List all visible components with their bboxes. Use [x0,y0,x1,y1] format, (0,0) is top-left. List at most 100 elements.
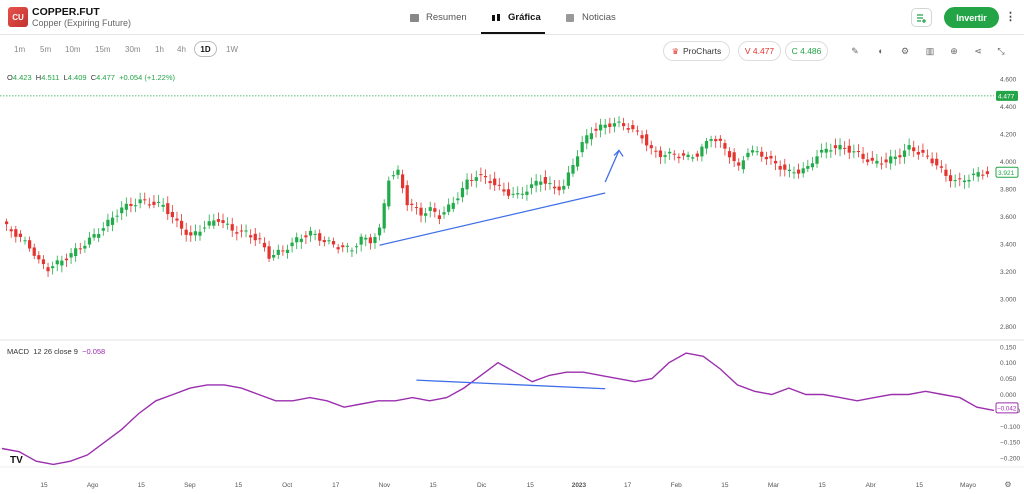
timeframe-15m[interactable]: 15m [95,45,111,54]
candle-up [74,248,78,257]
candle-down [497,184,501,186]
settings-icon[interactable]: ⚙ [900,46,910,56]
timeframe-10m[interactable]: 10m [65,45,81,54]
candle-up [562,185,566,190]
candle-up [124,203,128,210]
macd-last-badge [995,402,1019,414]
candle-down [216,219,221,222]
candle-up [345,245,349,247]
candle-up [668,151,672,154]
candle-down [433,208,437,212]
summary-icon [410,13,419,22]
candle-up [815,156,819,164]
candle-down [405,185,409,206]
time-axis-tick: 15 [40,482,48,489]
candle-up [465,179,469,190]
add-icon[interactable]: ⊕ [950,46,958,56]
collapse-icon[interactable]: ⤡ [997,46,1005,56]
candle-down [304,235,308,238]
buy-button[interactable]: C 4.486 [785,41,828,61]
candle-up [617,121,621,123]
candle-down [179,220,184,229]
candle-up [902,150,907,157]
candle-up [442,212,446,215]
candle-down [143,199,147,201]
tab-noticias[interactable]: Noticias [565,0,616,35]
candle-down [479,174,483,176]
tab-resumen[interactable]: Resumen [409,0,467,35]
top-bar: CU COPPER.FUT Copper (Expiring Future) R… [0,0,1024,35]
open-value: 4.423 [12,73,32,82]
candle-down [184,229,188,235]
procharts-label: ProCharts [682,46,722,56]
macd-last-label: −0.042 [997,405,1017,412]
candle-down [341,245,345,248]
share-icon[interactable]: ⋖ [974,46,982,56]
macd-name: MACD [7,347,30,356]
candle-down [488,181,492,184]
timeframe-1m[interactable]: 1m [14,45,26,54]
timeframe-5m[interactable]: 5m [40,45,52,54]
candle-up [364,237,368,240]
candle-up [953,180,957,182]
candle-up [391,175,396,177]
price-chart[interactable]: 2.800 3.000 3.200 3.400 3.600 3.800 4.000 4.200… [0,68,1024,494]
candle-down [336,247,340,250]
macd-value: −0.058 [82,347,106,356]
timeframe-4h[interactable]: 4h [177,45,186,54]
last-price-label: 4.477 [998,93,1015,100]
add-to-list-icon [917,13,926,23]
high-label: H [35,73,42,82]
candle-up [350,250,354,252]
pencil-icon[interactable]: ✎ [851,46,859,56]
candle-down [166,203,170,215]
time-axis-tick: Mar [768,482,780,489]
candle-down [18,233,23,237]
candle-up [575,156,580,167]
candle-up [299,238,303,243]
candle-down [985,171,990,175]
candle-down [267,246,271,259]
candle-down [898,155,902,158]
macd-axis-tick: −0.150 [1000,440,1020,447]
time-axis-tick: Nov [379,482,391,489]
candle-up [115,215,119,217]
candle-up [198,231,202,236]
candle-down [723,143,727,149]
kebab-icon[interactable]: ⋮ [1005,11,1016,23]
candle-up [101,228,105,231]
time-axis-tick: Dic [477,482,487,489]
invest-button[interactable]: Invertir [944,7,999,28]
axis-settings-icon[interactable]: ⚙ [1004,480,1011,489]
price-axis-tick: 3.000 [1000,296,1017,303]
time-axis-tick: 15 [429,482,437,489]
candle-down [856,151,861,153]
sell-button[interactable]: V 4.477 [738,41,781,61]
indicators-icon[interactable]: ◖ [877,46,883,56]
macd-axis-tick: −0.200 [1000,456,1020,463]
candle-up [359,236,363,245]
candle-down [935,158,939,166]
tab-grafica[interactable]: Gráfica [491,0,541,35]
candle-up [138,199,142,204]
candle-up [92,234,96,238]
procharts-button[interactable]: ♛ ProCharts [663,41,730,61]
candle-down [631,125,635,130]
active-tab-indicator [481,32,545,34]
candle-up [806,166,810,169]
candle-down [658,150,663,158]
chart-type-icon[interactable]: ▥ [925,46,935,56]
candle-up [161,204,165,207]
candle-down [764,156,768,160]
candle-up [571,165,575,174]
candle-down [189,232,193,236]
add-to-watchlist-button[interactable] [911,8,932,27]
candle-down [714,139,718,142]
timeframe-1h[interactable]: 1h [155,45,164,54]
candle-up [585,135,589,144]
candle-down [833,145,838,149]
timeframe-30m[interactable]: 30m [125,45,141,54]
timeframe-1d[interactable]: 1D [194,41,217,57]
candle-up [87,237,92,245]
timeframe-1w[interactable]: 1W [226,45,238,54]
